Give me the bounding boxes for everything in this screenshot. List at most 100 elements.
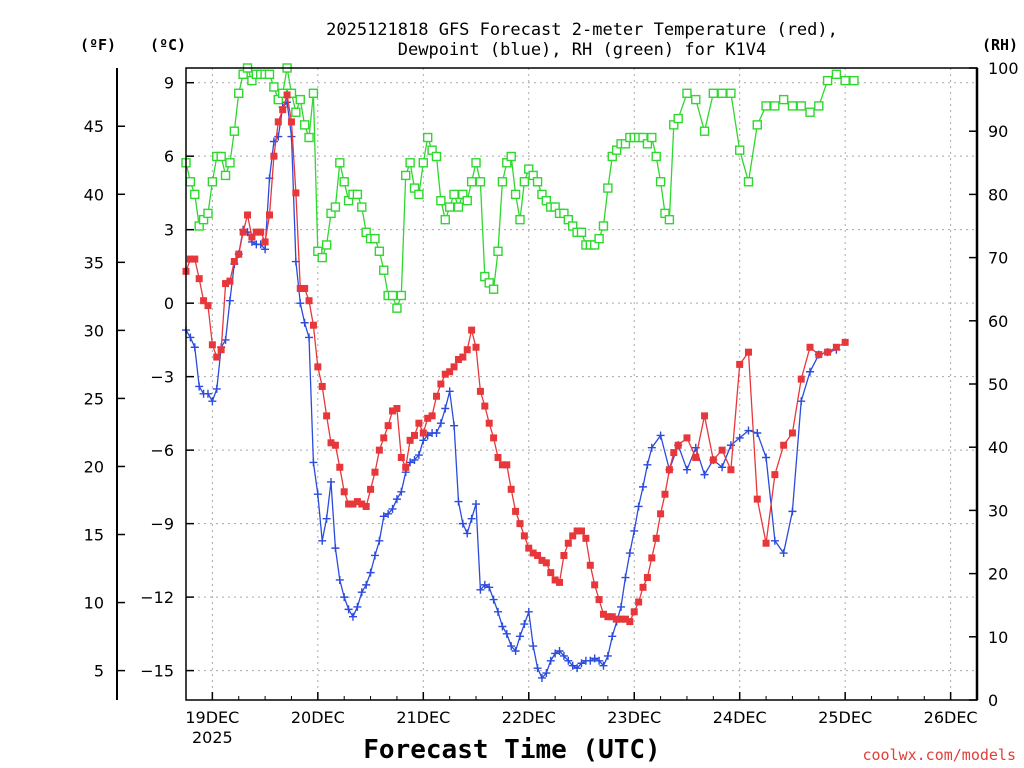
- temperature-point: [345, 500, 353, 508]
- temperature-point: [832, 343, 840, 351]
- temperature-point: [186, 255, 194, 263]
- temperature-point: [265, 211, 273, 219]
- rh-point: [466, 177, 477, 187]
- dewpoint-point: [212, 384, 221, 393]
- rh-point: [339, 177, 349, 187]
- rh-point: [370, 233, 380, 244]
- temperature-point: [353, 498, 361, 506]
- dewpoint-point: [362, 580, 371, 589]
- fahrenheit-tick-label: 25: [84, 389, 104, 408]
- dewpoint-point: [225, 296, 234, 305]
- x-tick-label: 25DEC: [818, 708, 872, 727]
- temperature-point: [446, 368, 454, 376]
- rh-tick-label: 10: [988, 628, 1008, 647]
- dewpoint-point: [485, 583, 494, 592]
- rh-point: [264, 69, 275, 80]
- temperature-point: [560, 551, 568, 559]
- dewpoint-point: [296, 299, 305, 308]
- x-axis-title: Forecast Time (UTC): [363, 735, 660, 765]
- dewpoint-point: [533, 664, 542, 673]
- dewpoint-point: [608, 632, 617, 641]
- dewpoint-point: [586, 656, 595, 665]
- rh-point: [203, 208, 213, 219]
- rh-point: [304, 132, 314, 143]
- temperature-point: [459, 353, 467, 361]
- temperature-point: [727, 466, 735, 474]
- x-tick-label: 19DEC: [185, 708, 239, 727]
- chart-title-line1: 2025121818 GFS Forecast 2-meter Temperat…: [326, 20, 838, 40]
- temperature-point: [481, 402, 489, 410]
- rh-point: [462, 196, 472, 206]
- dewpoint-point: [617, 602, 626, 611]
- rh-tick-label: 100: [988, 59, 1019, 78]
- temperature-point: [222, 280, 230, 288]
- temperature-point: [503, 461, 511, 469]
- dewpoint-point: [287, 132, 296, 141]
- dewpoint-point: [344, 605, 353, 614]
- rh-point: [225, 158, 235, 168]
- rh-point: [493, 246, 503, 256]
- dewpoint-point: [564, 656, 573, 665]
- dewpoint-point: [419, 436, 428, 445]
- rh-point: [840, 75, 850, 86]
- rh-series: [181, 63, 859, 313]
- temperature-point: [468, 326, 476, 334]
- temperature-point: [617, 615, 625, 623]
- temperature-point: [424, 414, 432, 422]
- x-tick-label: 22DEC: [502, 708, 556, 727]
- dewpoint-point: [195, 382, 204, 391]
- dewpoint-point: [309, 458, 318, 467]
- unit-fahrenheit-label: (ºF): [80, 36, 116, 54]
- celsius-tick-label: −12: [140, 588, 174, 607]
- temperature-point: [402, 463, 410, 471]
- temperature-point: [595, 596, 603, 604]
- rh-point: [831, 69, 842, 80]
- x-tick-label: 21DEC: [396, 708, 450, 727]
- temperature-point: [626, 618, 634, 626]
- temperature-point: [292, 189, 300, 197]
- dewpoint-point: [331, 544, 340, 553]
- dewpoint-point: [318, 536, 327, 545]
- temperature-point: [512, 507, 520, 515]
- temperature-point: [195, 275, 203, 283]
- rh-point: [471, 158, 481, 168]
- rh-point: [392, 303, 402, 313]
- dewpoint-point: [357, 588, 366, 597]
- temperature-point: [261, 238, 269, 246]
- dewpoint-point: [577, 659, 586, 668]
- unit-celsius-label: (ºC): [150, 36, 186, 54]
- rh-point: [330, 202, 341, 212]
- temperature-point: [591, 581, 599, 589]
- rh-point: [269, 82, 279, 92]
- temperature-point: [744, 348, 752, 356]
- dewpoint-point: [441, 404, 450, 413]
- temperature-point: [323, 412, 331, 420]
- dewpoint-point: [261, 245, 270, 254]
- dewpoint-point: [511, 647, 520, 656]
- dewpoint-point: [348, 612, 357, 621]
- dewpoint-point: [590, 654, 599, 663]
- dewpoint-point: [489, 595, 498, 604]
- temperature-point: [635, 598, 643, 606]
- temperature-point: [771, 471, 779, 479]
- temperature-point: [643, 574, 651, 582]
- temperature-point: [762, 539, 770, 547]
- temperature-point: [573, 527, 581, 535]
- fahrenheit-tick-label: 20: [84, 457, 104, 476]
- rh-point: [207, 177, 218, 187]
- dewpoint-point: [718, 463, 727, 472]
- temperature-point: [274, 118, 282, 126]
- credit-link[interactable]: coolwx.com/models: [862, 746, 1016, 764]
- temperature-point: [371, 468, 379, 476]
- temperature-point: [406, 436, 414, 444]
- temperature-point: [450, 363, 458, 371]
- dewpoint-point: [551, 649, 560, 658]
- dewpoint-point: [507, 642, 516, 651]
- temperature-point: [432, 392, 440, 400]
- dewpoint-point: [384, 509, 393, 518]
- temperature-point: [753, 495, 761, 503]
- temperature-point: [318, 382, 326, 390]
- dewpoint-point: [340, 593, 349, 602]
- dewpoint-point: [515, 632, 524, 641]
- dewpoint-point: [700, 470, 709, 479]
